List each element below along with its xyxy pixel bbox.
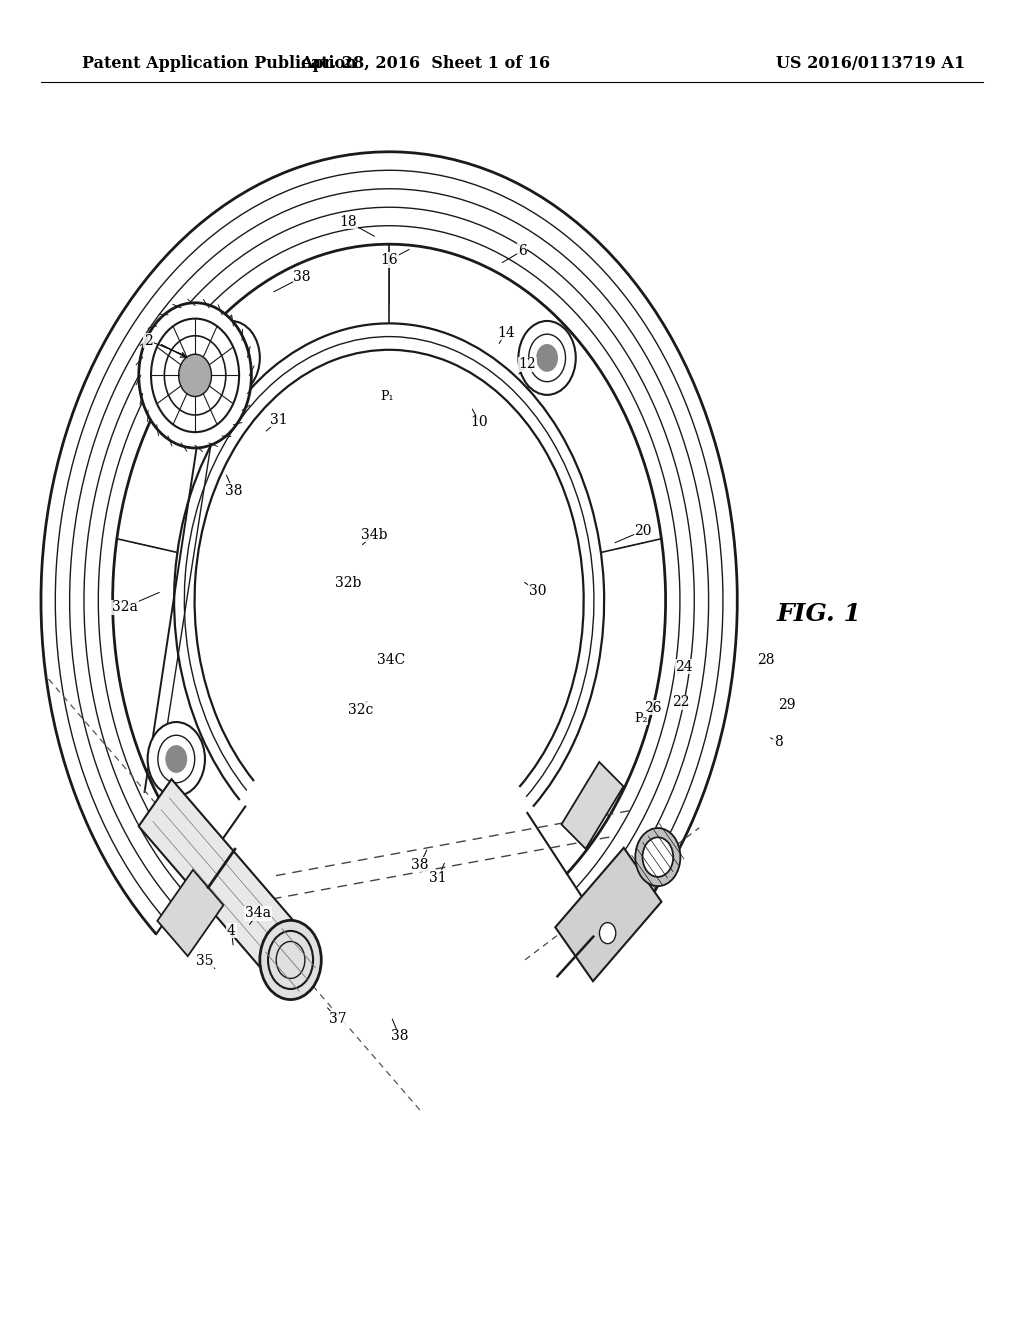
Text: 34a: 34a — [245, 907, 271, 920]
Text: US 2016/0113719 A1: US 2016/0113719 A1 — [776, 55, 965, 71]
Text: 31: 31 — [429, 871, 447, 884]
Text: Patent Application Publication: Patent Application Publication — [82, 55, 356, 71]
Polygon shape — [561, 762, 624, 849]
Text: 22: 22 — [672, 696, 690, 709]
Circle shape — [166, 746, 186, 772]
Text: 10: 10 — [470, 416, 488, 429]
Circle shape — [518, 321, 575, 395]
Polygon shape — [555, 847, 662, 981]
Text: P₁: P₁ — [380, 389, 394, 403]
Circle shape — [147, 722, 205, 796]
Text: 26: 26 — [644, 701, 663, 714]
Circle shape — [138, 302, 251, 447]
Text: 2: 2 — [144, 334, 153, 347]
Text: 30: 30 — [528, 585, 547, 598]
Text: 35: 35 — [196, 954, 214, 968]
Text: 38: 38 — [224, 484, 243, 498]
Circle shape — [642, 837, 673, 876]
Text: 38: 38 — [293, 271, 311, 284]
Text: 38: 38 — [390, 1030, 409, 1043]
Text: 34b: 34b — [360, 528, 387, 541]
Text: 18: 18 — [339, 215, 357, 228]
Text: 31: 31 — [269, 413, 288, 426]
Text: FIG. 1: FIG. 1 — [777, 602, 861, 626]
Text: 28: 28 — [757, 653, 775, 667]
Circle shape — [260, 920, 322, 999]
Polygon shape — [138, 779, 293, 968]
Text: 38: 38 — [411, 858, 429, 871]
Text: 12: 12 — [518, 358, 537, 371]
Text: 32c: 32c — [348, 704, 373, 717]
Text: 4: 4 — [227, 924, 236, 937]
Circle shape — [221, 345, 242, 371]
Polygon shape — [158, 870, 223, 956]
Text: 6: 6 — [518, 244, 526, 257]
Circle shape — [635, 828, 680, 886]
Circle shape — [203, 321, 260, 395]
Text: 16: 16 — [380, 253, 398, 267]
Text: 34C: 34C — [377, 653, 406, 667]
Text: 14: 14 — [497, 326, 515, 339]
Text: 8: 8 — [774, 735, 782, 748]
Text: 32b: 32b — [335, 577, 361, 590]
Circle shape — [537, 345, 557, 371]
Text: Apr. 28, 2016  Sheet 1 of 16: Apr. 28, 2016 Sheet 1 of 16 — [300, 55, 550, 71]
Text: 29: 29 — [777, 698, 796, 711]
Text: 24: 24 — [675, 660, 693, 673]
Text: 20: 20 — [634, 524, 652, 537]
Circle shape — [178, 354, 211, 396]
Text: P₂: P₂ — [634, 711, 648, 725]
Text: 32a: 32a — [112, 601, 138, 614]
Circle shape — [599, 923, 615, 944]
Text: 37: 37 — [329, 1012, 347, 1026]
